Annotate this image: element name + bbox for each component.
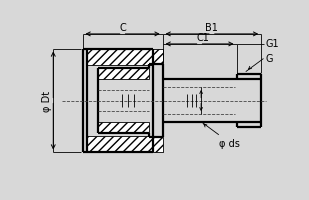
Polygon shape <box>153 49 163 65</box>
Polygon shape <box>153 137 163 153</box>
Text: G1: G1 <box>265 39 279 49</box>
Polygon shape <box>87 49 153 66</box>
Text: C1: C1 <box>196 33 209 43</box>
Text: B1: B1 <box>205 23 218 33</box>
Polygon shape <box>98 68 149 79</box>
Text: φ Dt: φ Dt <box>42 90 52 112</box>
Polygon shape <box>87 136 153 153</box>
Text: φ ds: φ ds <box>219 138 240 148</box>
Text: C: C <box>119 23 126 33</box>
Polygon shape <box>98 123 149 134</box>
Text: G: G <box>265 54 273 63</box>
